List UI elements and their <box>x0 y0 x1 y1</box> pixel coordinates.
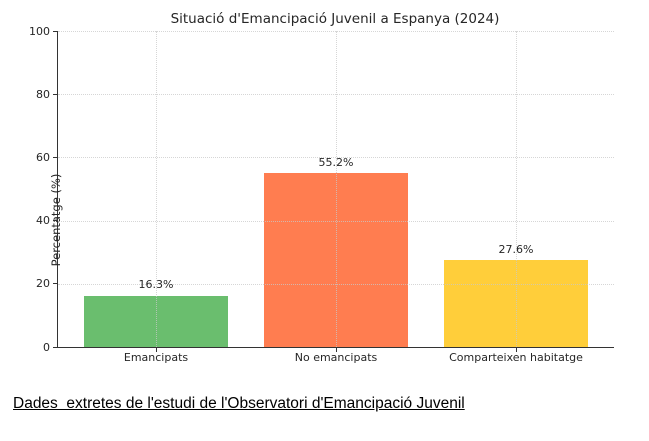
y-tick-label: 40 <box>36 214 50 228</box>
x-tick-label: Comparteixen habitatge <box>449 351 583 364</box>
y-tick-mark <box>53 156 57 159</box>
y-tick-mark <box>53 220 57 222</box>
x-tick-mark <box>335 348 337 353</box>
bar-value-label: 27.6% <box>498 242 534 256</box>
y-tick-mark <box>53 346 57 348</box>
x-tick-mark <box>155 348 157 353</box>
gridline-vertical <box>156 31 157 347</box>
gridline-vertical <box>516 31 517 347</box>
x-tick-label: No emancipats <box>294 351 378 364</box>
plot-area: Percentatge (%) 0 20 40 60 80 100 16.3% Emancip… <box>29 25 614 364</box>
chart-title: Situació d'Emancipació Juvenil a Espanya… <box>170 11 500 27</box>
y-tick-mark <box>53 283 57 285</box>
bar-value-label: 16.3% <box>138 278 174 292</box>
x-tick-label: Emancipats <box>123 351 189 364</box>
y-tick-label: 60 <box>36 150 50 164</box>
x-tick-mark <box>515 348 517 353</box>
y-tick-mark <box>53 30 57 32</box>
y-tick-label: 20 <box>36 277 50 291</box>
gridline-vertical <box>336 31 337 347</box>
bar-value-label: 55.2% <box>318 155 354 169</box>
y-tick-label: 80 <box>36 87 50 101</box>
y-tick-mark <box>53 93 57 95</box>
y-tick-label: 0 <box>43 340 50 354</box>
source-caption: Dades extretes de l'estudi de l'Observat… <box>13 395 465 412</box>
y-tick-label: 100 <box>29 24 50 38</box>
